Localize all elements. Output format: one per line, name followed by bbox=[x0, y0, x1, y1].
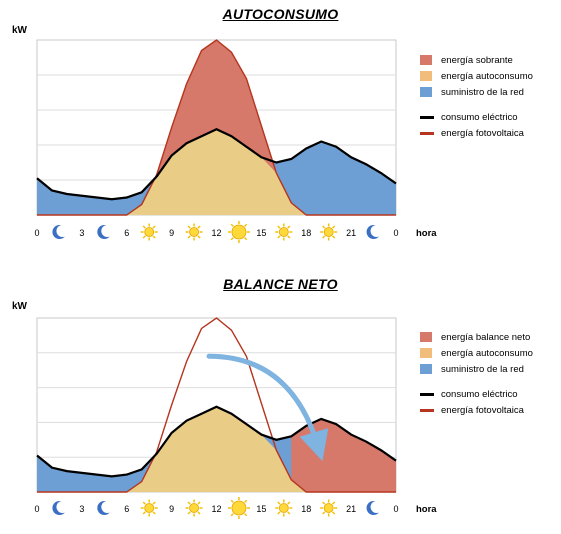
legend-autoconsumo: energía sobrante energía autoconsumo sum… bbox=[420, 52, 533, 141]
legend-balance-neto: energía balance neto energía autoconsumo… bbox=[420, 329, 533, 418]
legend-item: suministro de la red bbox=[420, 84, 533, 100]
x-tick-label: 15 bbox=[256, 228, 266, 238]
legend-item: energía autoconsumo bbox=[420, 68, 533, 84]
x-tick-label: 3 bbox=[79, 228, 84, 238]
area-sobrante bbox=[37, 40, 396, 215]
legend-item: energía fotovoltaica bbox=[420, 125, 533, 141]
area-autoconsumo bbox=[37, 129, 396, 215]
x-tick-label: 9 bbox=[169, 504, 174, 514]
legend-line bbox=[420, 408, 434, 412]
x-tick-label: 0 bbox=[34, 228, 39, 238]
x-tick-label: 0 bbox=[393, 504, 398, 514]
chart-1: 0 3 6 9 12 15 18 21 0 hora bbox=[34, 317, 437, 519]
x-tick-label: 18 bbox=[301, 504, 311, 514]
sun-icon bbox=[275, 223, 293, 241]
line-consumo bbox=[36, 405, 397, 478]
legend-label: energía sobrante bbox=[441, 54, 513, 66]
sun-icon bbox=[275, 499, 293, 517]
legend-label: consumo eléctrico bbox=[441, 111, 518, 123]
sun-icon bbox=[320, 223, 338, 241]
moon-icon bbox=[97, 501, 114, 515]
x-axis-label: hora bbox=[416, 504, 437, 515]
moon-icon bbox=[52, 501, 69, 515]
x-tick-label: 12 bbox=[211, 504, 221, 514]
y-axis-label: kW bbox=[12, 25, 27, 36]
x-axis-label: hora bbox=[416, 228, 437, 239]
legend-line bbox=[420, 392, 434, 396]
sun-icon bbox=[140, 499, 158, 517]
legend-swatch bbox=[420, 87, 432, 97]
x-tick-label: 21 bbox=[346, 228, 356, 238]
x-tick-label: 3 bbox=[79, 504, 84, 514]
moon-icon bbox=[366, 501, 383, 515]
legend-swatch bbox=[420, 71, 432, 81]
x-tick-label: 6 bbox=[124, 504, 129, 514]
legend-label: consumo eléctrico bbox=[441, 388, 518, 400]
x-tick-label: 18 bbox=[301, 228, 311, 238]
legend-label: energía autoconsumo bbox=[441, 70, 533, 82]
x-tick-label: 0 bbox=[34, 504, 39, 514]
legend-item: energía sobrante bbox=[420, 52, 533, 68]
legend-label: energía fotovoltaica bbox=[441, 404, 524, 416]
line-fotovoltaica bbox=[37, 317, 396, 493]
sun-icon bbox=[320, 499, 338, 517]
moon-icon bbox=[366, 225, 383, 239]
legend-label: energía balance neto bbox=[441, 331, 531, 343]
x-tick-label: 9 bbox=[169, 228, 174, 238]
chart-0: 0 3 6 9 12 15 18 21 0 hora bbox=[34, 39, 437, 243]
legend-item: energía fotovoltaica bbox=[420, 402, 533, 418]
legend-item: energía balance neto bbox=[420, 329, 533, 345]
legend-swatch bbox=[420, 348, 432, 358]
x-tick-label: 21 bbox=[346, 504, 356, 514]
legend-swatch bbox=[420, 55, 432, 65]
legend-item: consumo eléctrico bbox=[420, 109, 533, 125]
legend-label: energía autoconsumo bbox=[441, 347, 533, 359]
legend-line bbox=[420, 115, 434, 119]
area-autoconsumo bbox=[37, 406, 396, 492]
sun-icon bbox=[185, 223, 203, 241]
annotation-arrow bbox=[206, 353, 329, 462]
moon-icon bbox=[52, 225, 69, 239]
x-tick-label: 12 bbox=[211, 228, 221, 238]
chart-title-balance-neto: BALANCE NETO bbox=[223, 276, 338, 292]
legend-swatch bbox=[420, 332, 432, 342]
line-fotovoltaica bbox=[37, 39, 396, 216]
moon-icon bbox=[97, 225, 114, 239]
x-tick-label: 6 bbox=[124, 228, 129, 238]
sun-icon bbox=[185, 499, 203, 517]
sun-icon bbox=[227, 221, 250, 243]
sun-icon bbox=[227, 497, 250, 519]
sun-icon bbox=[140, 223, 158, 241]
legend-item: suministro de la red bbox=[420, 361, 533, 377]
legend-label: energía fotovoltaica bbox=[441, 127, 524, 139]
legend-line bbox=[420, 131, 434, 135]
legend-label: suministro de la red bbox=[441, 363, 524, 375]
line-consumo bbox=[36, 128, 397, 201]
legend-item: energía autoconsumo bbox=[420, 345, 533, 361]
chart-title-autoconsumo: AUTOCONSUMO bbox=[222, 6, 339, 22]
legend-swatch bbox=[420, 364, 432, 374]
legend-item: consumo eléctrico bbox=[420, 386, 533, 402]
x-tick-label: 15 bbox=[256, 504, 266, 514]
y-axis-label: kW bbox=[12, 301, 27, 312]
legend-label: suministro de la red bbox=[441, 86, 524, 98]
x-tick-label: 0 bbox=[393, 228, 398, 238]
